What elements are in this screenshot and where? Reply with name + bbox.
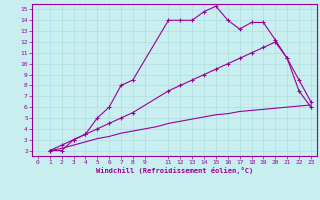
X-axis label: Windchill (Refroidissement éolien,°C): Windchill (Refroidissement éolien,°C): [96, 167, 253, 174]
